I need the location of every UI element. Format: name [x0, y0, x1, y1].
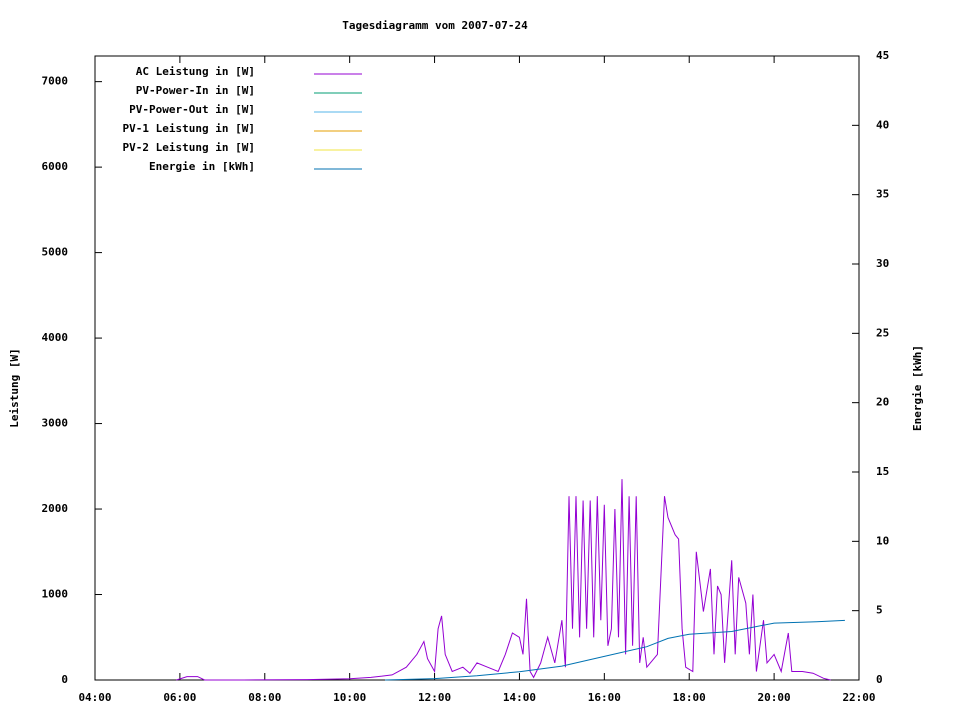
y2-tick-label: 35 [876, 188, 889, 201]
legend-label: AC Leistung in [W] [136, 65, 255, 78]
x-tick-label: 10:00 [333, 691, 366, 704]
x-tick-label: 04:00 [78, 691, 111, 704]
x-tick-label: 08:00 [248, 691, 281, 704]
y2-tick-label: 0 [876, 673, 883, 686]
y-tick-label: 7000 [42, 75, 69, 88]
x-tick-label: 12:00 [418, 691, 451, 704]
x-tick-label: 20:00 [758, 691, 791, 704]
legend-label: PV-Power-In in [W] [136, 84, 255, 97]
y-tick-label: 2000 [42, 502, 69, 515]
x-tick-label: 14:00 [503, 691, 536, 704]
y-tick-label: 6000 [42, 160, 69, 173]
y2-tick-label: 40 [876, 118, 889, 131]
legend-label: PV-2 Leistung in [W] [123, 141, 255, 154]
plot-frame [94, 55, 860, 681]
x-tick-label: 18:00 [673, 691, 706, 704]
y2-tick-label: 10 [876, 534, 889, 547]
y2-axis-label: Energie [kWh] [911, 345, 924, 431]
y-tick-label: 1000 [42, 588, 69, 601]
legend-label: PV-1 Leistung in [W] [123, 122, 255, 135]
x-tick-label: 22:00 [842, 691, 875, 704]
y-axis-label: Leistung [W] [8, 348, 21, 427]
y2-tick-label: 25 [876, 326, 889, 339]
y2-tick-label: 15 [876, 465, 889, 478]
y-tick-label: 0 [61, 673, 68, 686]
y2-tick-label: 20 [876, 396, 889, 409]
y2-tick-label: 5 [876, 604, 883, 617]
series-line [384, 619, 845, 681]
y-tick-label: 4000 [42, 331, 69, 344]
chart-title: Tagesdiagramm vom 2007-07-24 [342, 19, 528, 32]
y2-tick-label: 30 [876, 257, 889, 270]
series-line [176, 479, 831, 681]
legend-label: PV-Power-Out in [W] [129, 103, 255, 116]
x-tick-label: 06:00 [163, 691, 196, 704]
x-tick-label: 16:00 [588, 691, 621, 704]
legend-label: Energie in [kWh] [149, 160, 255, 173]
y2-tick-label: 45 [876, 49, 889, 62]
y-tick-label: 3000 [42, 417, 69, 430]
y-tick-label: 5000 [42, 246, 69, 259]
